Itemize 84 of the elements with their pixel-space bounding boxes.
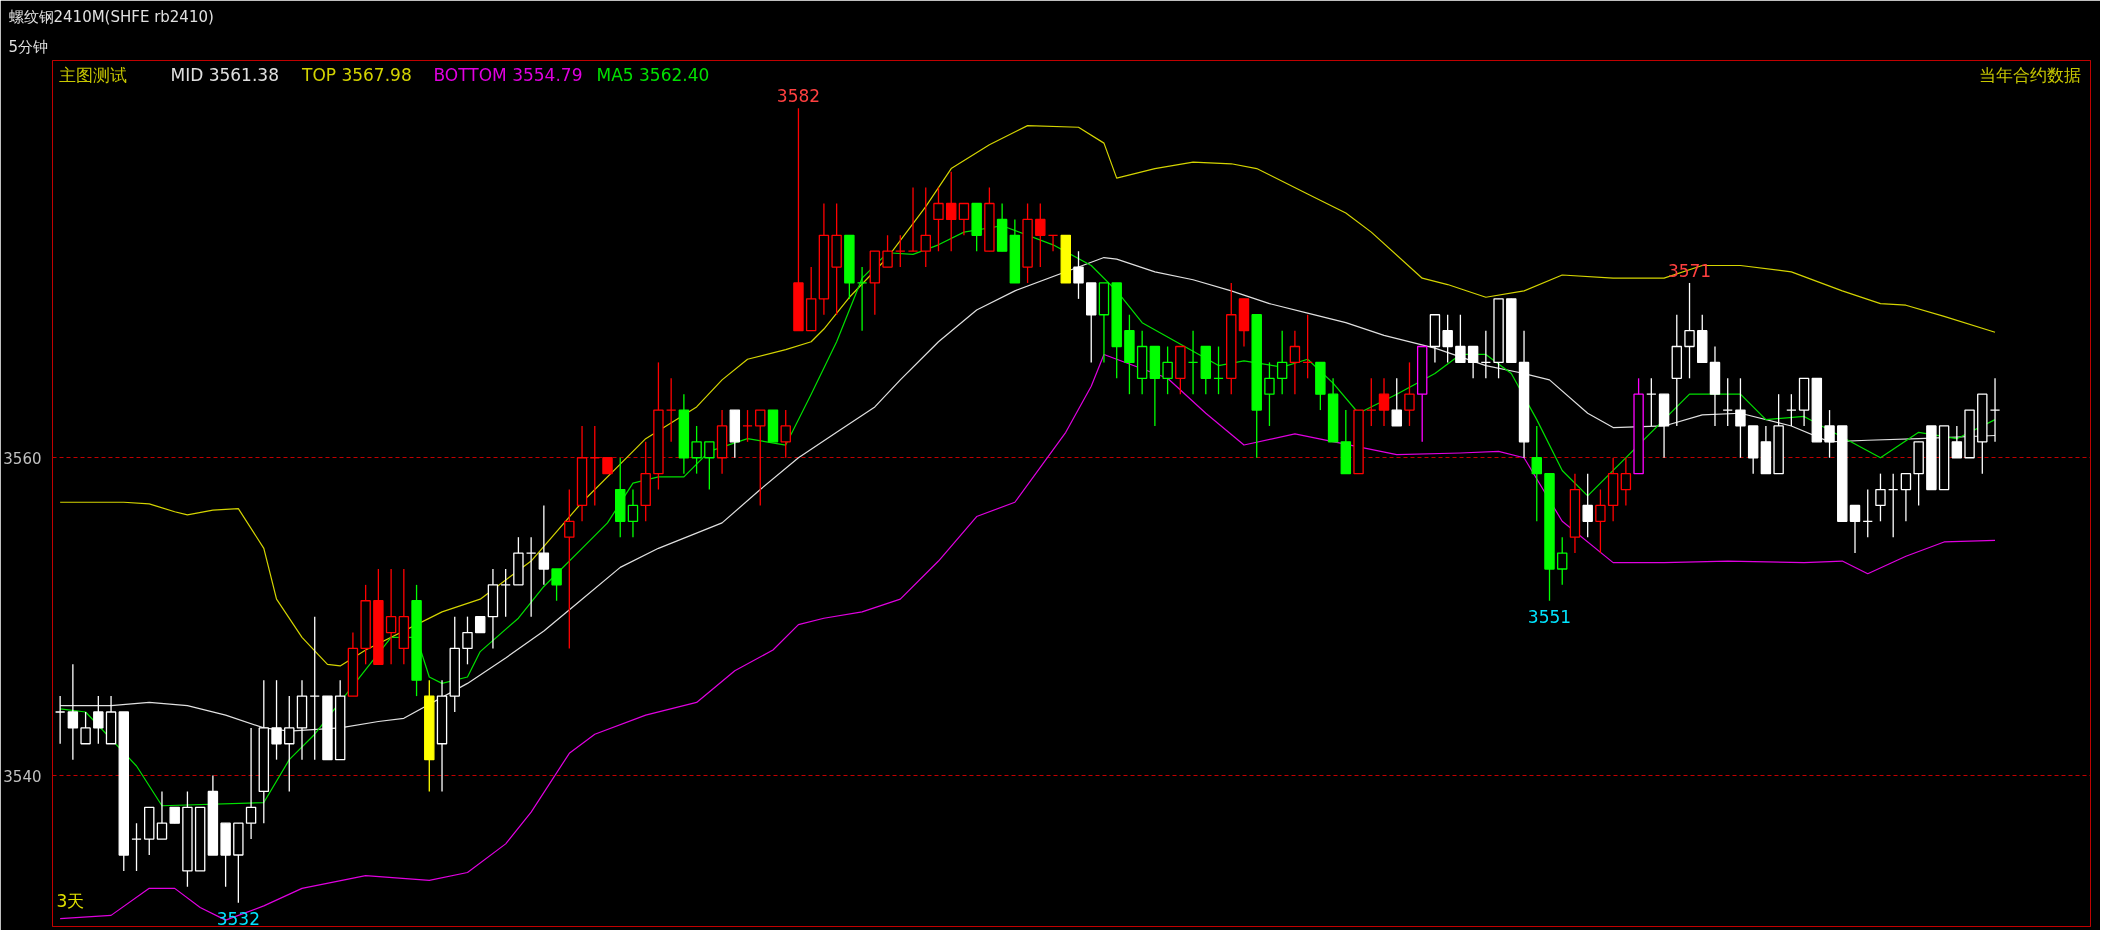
- candlestick: [1582, 472, 1593, 538]
- chart-title: 螺纹钢2410M(SHFE rb2410): [8, 7, 214, 26]
- annotation: 3551: [1527, 606, 1572, 627]
- y-tick-label: 3540: [3, 767, 42, 786]
- candlestick: [93, 695, 104, 745]
- candlestick: [1646, 377, 1657, 427]
- candlestick: [1264, 361, 1275, 427]
- candlestick: [704, 441, 715, 491]
- annotation: 3532: [216, 908, 260, 929]
- candlestick: [1786, 393, 1797, 427]
- candlestick: [895, 234, 906, 268]
- annotation: 3天: [56, 890, 85, 911]
- candlestick: [1849, 504, 1861, 554]
- candlestick: [1366, 377, 1377, 427]
- text: MID 3561.38: [170, 64, 279, 85]
- candlestick: [525, 536, 537, 618]
- candlestick: [1824, 409, 1835, 459]
- candlestick: [1378, 377, 1390, 427]
- candlestick: [1900, 472, 1912, 522]
- candlestick: [1595, 488, 1606, 554]
- candlestick: [80, 711, 91, 745]
- candlestick: [67, 663, 79, 761]
- candlestick: [1162, 345, 1173, 395]
- annotation: 当年合约数据: [1978, 64, 2081, 85]
- candlestick: [1213, 345, 1224, 395]
- candlestick: [1276, 329, 1288, 395]
- text: TOP 3567.98: [301, 64, 412, 85]
- candlestick: [1073, 250, 1084, 300]
- candlestick: [920, 186, 931, 268]
- annotation: 主图测试: [58, 64, 127, 85]
- candlestick: [742, 409, 753, 443]
- candlestick: [1887, 472, 1899, 538]
- candlestick: [551, 568, 562, 602]
- candlestick: [309, 616, 320, 761]
- candlestick: [1480, 329, 1492, 379]
- candlestick: [1289, 329, 1301, 395]
- candlestick: [284, 695, 295, 793]
- line-series: [59, 125, 1996, 667]
- candlestick: [54, 695, 66, 745]
- candlestick: [1620, 457, 1632, 507]
- candlestick: [1455, 314, 1466, 364]
- candlestick: [1875, 472, 1886, 522]
- candlestick: [933, 186, 944, 252]
- candlestick: [538, 504, 550, 586]
- candlestick: [1556, 536, 1568, 586]
- candlestick: [1951, 425, 1963, 459]
- candlestick: [1531, 425, 1542, 522]
- candlestick: [691, 425, 702, 475]
- candlestick: [1391, 377, 1402, 427]
- candlestick: [1684, 282, 1695, 379]
- annotation: 3582: [776, 86, 821, 107]
- text: BOTTOM 3554.79: [433, 64, 583, 85]
- candlestick: [1467, 345, 1479, 379]
- candlestick: [856, 266, 868, 332]
- candlestick: [1989, 377, 2001, 443]
- candlestick: [462, 616, 473, 665]
- candlestick: [1187, 329, 1199, 395]
- candlestick: [755, 409, 766, 507]
- candlestick: [385, 568, 397, 665]
- candlestick: [156, 790, 168, 840]
- candlestick: [1035, 202, 1046, 268]
- text: MA5 3562.40: [596, 64, 710, 85]
- candlestick: [958, 202, 970, 236]
- chart-subtitle: 5分钟: [8, 37, 49, 56]
- candlestick: [665, 377, 677, 443]
- candlestick: [882, 234, 893, 268]
- candlestick: [780, 409, 791, 459]
- y-tick-label: 3560: [3, 449, 42, 468]
- candlestick: [271, 679, 282, 761]
- candlestick: [1735, 377, 1746, 459]
- candlestick: [945, 171, 957, 252]
- candlestick: [1047, 234, 1059, 252]
- candlestick: [907, 186, 919, 252]
- candlestick: [1722, 377, 1733, 427]
- candlestick: [1442, 314, 1453, 364]
- candlestick: [131, 822, 142, 872]
- candlestick: [627, 488, 639, 538]
- candlestick: [245, 727, 257, 840]
- candlestick: [589, 425, 601, 507]
- candlestick: [1302, 314, 1313, 379]
- candlestick: [500, 568, 511, 618]
- candlestick: [564, 488, 575, 650]
- candlestick: [1862, 488, 1873, 538]
- candlestick: [1404, 361, 1415, 427]
